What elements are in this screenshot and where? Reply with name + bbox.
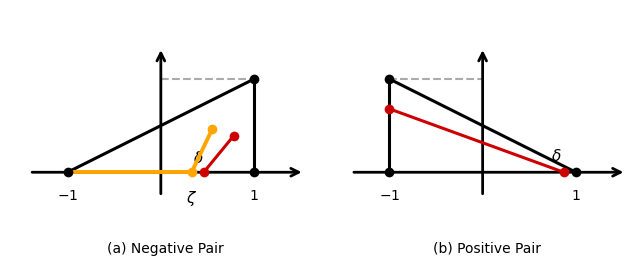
Text: $-1$: $-1$ xyxy=(57,189,78,203)
Text: (b) Positive Pair: (b) Positive Pair xyxy=(433,242,541,256)
Text: $1$: $1$ xyxy=(571,189,580,203)
Text: $\delta$: $\delta$ xyxy=(551,148,562,164)
Text: $1$: $1$ xyxy=(250,189,259,203)
Text: $\delta$: $\delta$ xyxy=(193,150,204,166)
Text: (a) Negative Pair: (a) Negative Pair xyxy=(107,242,224,256)
Text: $\zeta$: $\zeta$ xyxy=(186,189,197,208)
Text: $-1$: $-1$ xyxy=(379,189,400,203)
